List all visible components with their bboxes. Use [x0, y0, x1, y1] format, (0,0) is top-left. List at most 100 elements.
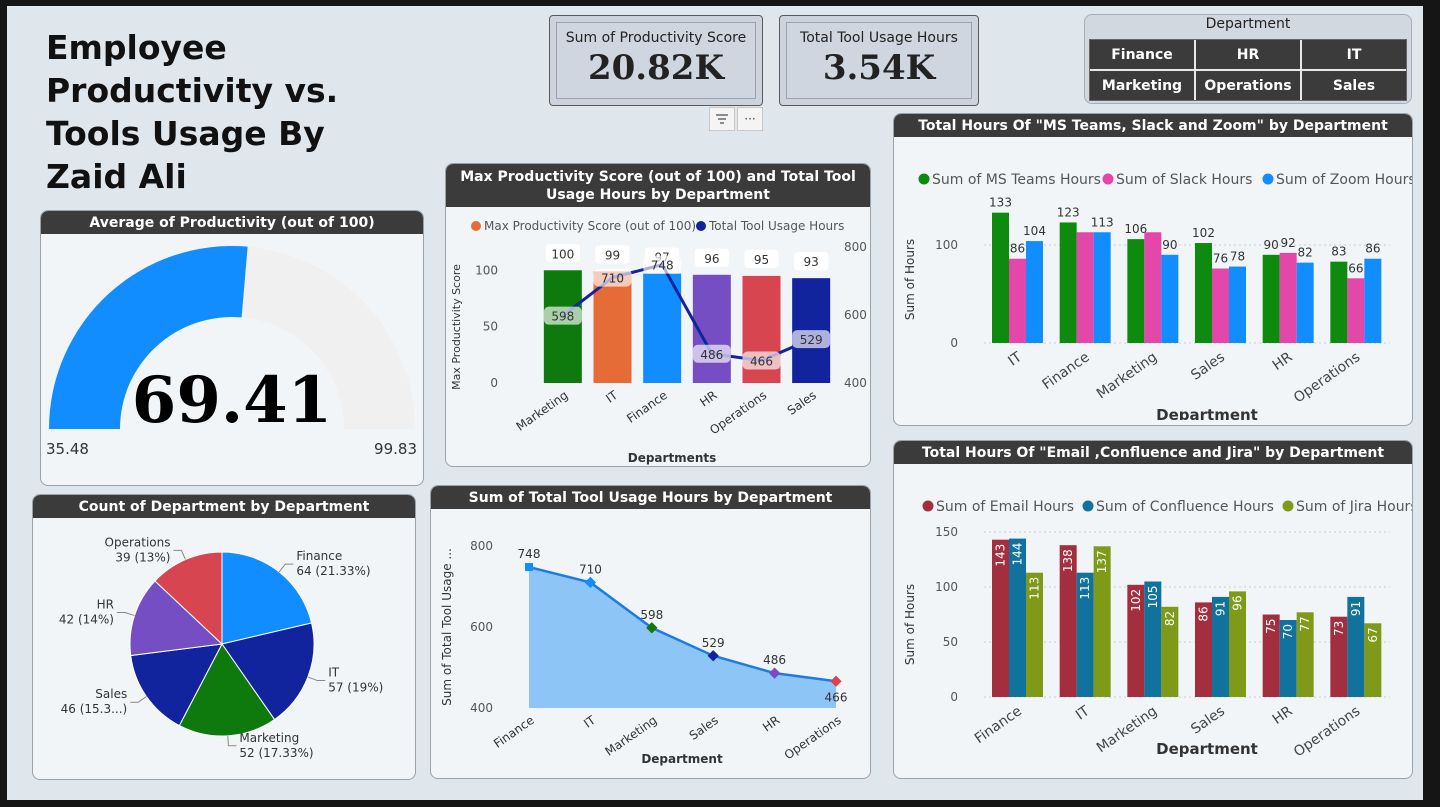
pie-label-value: 52 (17.33%)	[239, 746, 313, 760]
bar-data-label: 104	[1023, 224, 1046, 238]
pie-label-name: HR	[97, 597, 114, 611]
bar-data-label-bg	[595, 245, 630, 264]
x-tick-label: Sales	[687, 713, 721, 743]
kpi-card-tool-usage[interactable]: Total Tool Usage Hours 3.54K	[779, 15, 979, 106]
bar-data-label-bg	[744, 249, 779, 268]
slicer-item-hr[interactable]: HR	[1196, 40, 1300, 69]
gauge-max-label: 99.83	[374, 440, 417, 458]
y2-tick-label: 800	[844, 240, 867, 254]
filter-icon[interactable]	[709, 107, 735, 131]
bar-operations	[1347, 596, 1365, 697]
bar-marketing	[1144, 232, 1162, 343]
bar-hr	[1296, 262, 1314, 343]
area-title: Sum of Total Tool Usage Hours by Departm…	[431, 486, 870, 509]
bar-data-label: 82	[1298, 246, 1313, 260]
y-axis-title: Sum of Total Tool Usage ...	[440, 548, 454, 706]
more-options-icon[interactable]: ···	[737, 107, 763, 131]
bar-operations	[1330, 261, 1348, 343]
x-tick-label: HR	[760, 713, 782, 734]
bar-sales	[1229, 591, 1246, 697]
comm-card[interactable]: Total Hours Of "MS Teams, Slack and Zoom…	[893, 113, 1413, 426]
kpi-card-productivity[interactable]: Sum of Productivity Score 20.82K	[549, 15, 763, 106]
area-card[interactable]: Sum of Total Tool Usage Hours by Departm…	[430, 485, 871, 779]
slicer-item-it[interactable]: IT	[1302, 40, 1406, 69]
x-tick-label: HR	[697, 388, 719, 409]
collab-card[interactable]: Total Hours Of "Email ,Confluence and Ji…	[893, 440, 1413, 779]
bar-marketing	[1127, 239, 1145, 343]
y-axis-title: Sum of Hours	[903, 584, 917, 665]
gauge-value-label: 69.41	[132, 363, 332, 438]
bar-marketing	[1144, 581, 1162, 697]
comm-chart: Sum of MS Teams Hours Sum of Slack Hours S…	[903, 172, 1412, 424]
slicer-item-marketing[interactable]: Marketing	[1090, 71, 1194, 100]
bar-data-label: 75	[1264, 619, 1278, 634]
pie-card[interactable]: Count of Department by Department Financ…	[32, 494, 416, 780]
bar-hr	[1262, 614, 1280, 697]
area-line	[528, 565, 837, 683]
x-tick-label: Operations	[1291, 703, 1363, 760]
kpi-value: 3.54K	[822, 48, 936, 88]
bar-data-label: 144	[1011, 543, 1025, 566]
area-marker	[525, 563, 533, 572]
pie-label-value: 57 (19%)	[328, 681, 383, 695]
bar-finance	[1076, 232, 1094, 343]
bar-it	[1026, 241, 1043, 343]
y-axis-title: Sum of Hours	[903, 239, 917, 320]
kpi-label: Sum of Productivity Score	[565, 30, 747, 46]
y-tick-label: 0	[950, 336, 958, 350]
bar-data-label: 113	[1028, 577, 1042, 600]
bar-hr	[1262, 254, 1280, 343]
legend-label: Sum of Jira Hours	[1296, 499, 1412, 515]
bar-data-label: 86	[1197, 606, 1211, 621]
pie-slice-finance	[221, 551, 313, 645]
slicer-item-finance[interactable]: Finance	[1090, 40, 1194, 69]
y-tick-label: 100	[935, 580, 958, 594]
x-axis-title: Department	[1156, 740, 1258, 758]
slicer-item-sales[interactable]: Sales	[1302, 71, 1406, 100]
legend-label: Total Tool Usage Hours	[708, 219, 844, 233]
pie-leader-line	[173, 549, 186, 560]
x-tick-label: HR	[1270, 703, 1296, 728]
legend-marker	[918, 173, 930, 185]
bar-operations	[1330, 616, 1348, 697]
bar-finance	[1059, 222, 1077, 343]
line-data-label-bg	[792, 330, 831, 349]
bar-data-label: 106	[1124, 222, 1147, 236]
bar-data-label: 73	[1332, 621, 1346, 636]
area-data-label: 466	[825, 690, 848, 704]
bar-data-label: 105	[1146, 586, 1160, 609]
bar-operations	[1364, 623, 1382, 697]
combo-card[interactable]: Max Productivity Score (out of 100) and …	[445, 163, 871, 467]
legend-marker	[1262, 173, 1274, 185]
x-tick-label: HR	[1270, 349, 1296, 374]
gauge-card[interactable]: Average of Productivity (out of 100) 69.…	[40, 210, 424, 486]
legend-marker	[696, 221, 706, 231]
x-tick-label: Marketing	[1094, 703, 1160, 756]
x-tick-label: IT	[1005, 349, 1025, 370]
bar-finance	[992, 539, 1009, 697]
pie-leader-line	[116, 611, 135, 617]
x-axis-title: Department	[1156, 406, 1258, 420]
bar-data-label: 92	[1281, 236, 1296, 250]
y-tick-label: 150	[935, 525, 958, 539]
legend-marker	[922, 500, 934, 512]
bar-finance	[1009, 538, 1026, 697]
bar-data-label: 143	[994, 544, 1008, 567]
collab-title: Total Hours Of "Email ,Confluence and Ji…	[894, 441, 1412, 464]
y-tick-label: 400	[470, 701, 493, 715]
bar-data-label: 102	[1192, 226, 1215, 240]
slicer-item-operations[interactable]: Operations	[1196, 71, 1300, 100]
area-data-label: 529	[702, 636, 725, 650]
bar-data-label: 90	[1162, 238, 1177, 252]
bar-data-label: 78	[1230, 250, 1245, 264]
pie-slice-hr	[129, 580, 224, 657]
pie-label-value: 64 (21.33%)	[296, 564, 370, 578]
bar-data-label: 86	[1010, 242, 1025, 256]
y-tick-label: 800	[470, 539, 493, 553]
bar-data-label: 99	[605, 248, 620, 262]
bar-data-label: 96	[1231, 595, 1245, 610]
bar-data-label: 67	[1366, 627, 1380, 642]
y-tick-label: 0	[490, 376, 498, 390]
bar-operations	[1347, 278, 1365, 343]
